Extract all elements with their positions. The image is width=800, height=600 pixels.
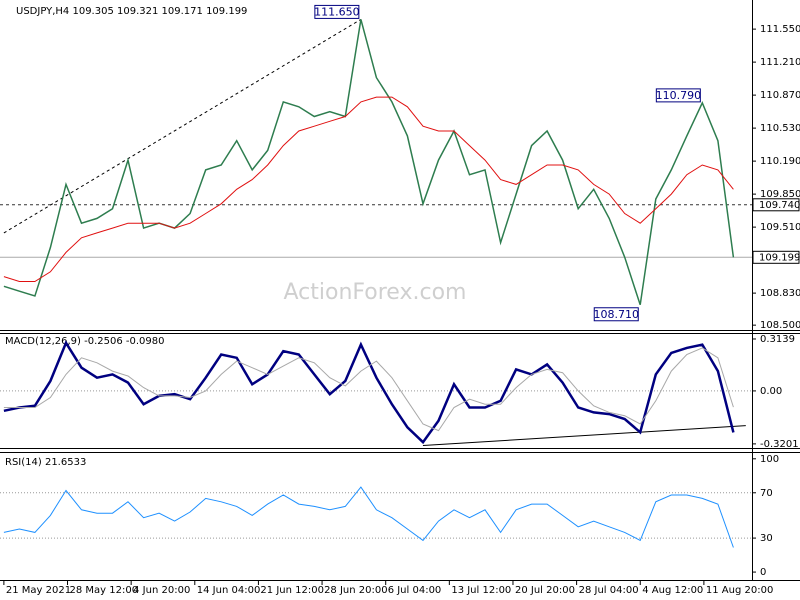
y-tick-label: 100 [760, 454, 779, 465]
panel-title: USDJPY,H4 109.305 109.321 109.171 109.19… [16, 6, 247, 17]
x-tick-label: 21 Jun 12:00 [260, 585, 324, 596]
price-label: 109.199 [759, 252, 800, 263]
annotation-box [593, 307, 639, 322]
x-tick-label: 6 Jul 04:00 [388, 585, 442, 596]
watermark: ActionForex.com [284, 280, 467, 305]
price-label-box [752, 250, 800, 264]
annotation-label: 108.710 [593, 308, 639, 321]
x-tick-label: 28 Jul 04:00 [579, 585, 639, 596]
trendline [422, 425, 746, 447]
series-line [3, 486, 734, 548]
x-tick-label: 20 Jul 20:00 [515, 585, 575, 596]
annotation-label: 111.650 [314, 5, 360, 18]
panel-title: RSI(14) 21.6533 [5, 457, 86, 468]
x-tick-label: 11 Aug 20:00 [706, 585, 773, 596]
series-line [3, 19, 735, 306]
y-tick-label: 110.870 [760, 90, 800, 101]
y-tick-label: 110.190 [760, 156, 800, 167]
x-tick-label: 4 Aug 12:00 [642, 585, 703, 596]
y-tick-label: 109.850 [760, 189, 800, 200]
y-tick-label: 108.830 [760, 288, 800, 299]
panel-title: MACD(12,26,9) -0.2506 -0.0980 [5, 336, 165, 347]
x-tick-label: 28 Jun 20:00 [324, 585, 388, 596]
x-tick-label: 28 May 12:00 [70, 585, 139, 596]
x-tick-label: 21 May 2021 [6, 585, 71, 596]
price-label: 109.740 [759, 200, 800, 211]
y-tick-label: 108.500 [760, 320, 800, 331]
y-tick-label: 0 [760, 567, 766, 578]
y-tick-label: 30 [760, 533, 773, 544]
annotation-label: 110.790 [656, 89, 702, 102]
y-tick-label: 70 [760, 488, 773, 499]
y-tick-label: 110.530 [760, 123, 800, 134]
y-tick-label: 109.510 [760, 222, 800, 233]
series-line [3, 96, 734, 282]
price-label-box [752, 198, 800, 212]
x-tick-label: 4 Jun 20:00 [133, 585, 190, 596]
y-tick-label: -0.3201 [760, 439, 799, 450]
annotation-box [314, 4, 360, 19]
series-line [3, 347, 734, 432]
y-tick-label: 111.550 [760, 24, 800, 35]
y-tick-label: 0.00 [760, 386, 782, 397]
series-line [3, 340, 735, 445]
annotation-box [655, 88, 701, 103]
y-tick-label: 0.3139 [760, 334, 795, 345]
x-tick-label: 13 Jul 12:00 [451, 585, 511, 596]
y-tick-label: 111.210 [760, 57, 800, 68]
x-tick-label: 14 Jun 04:00 [197, 585, 261, 596]
